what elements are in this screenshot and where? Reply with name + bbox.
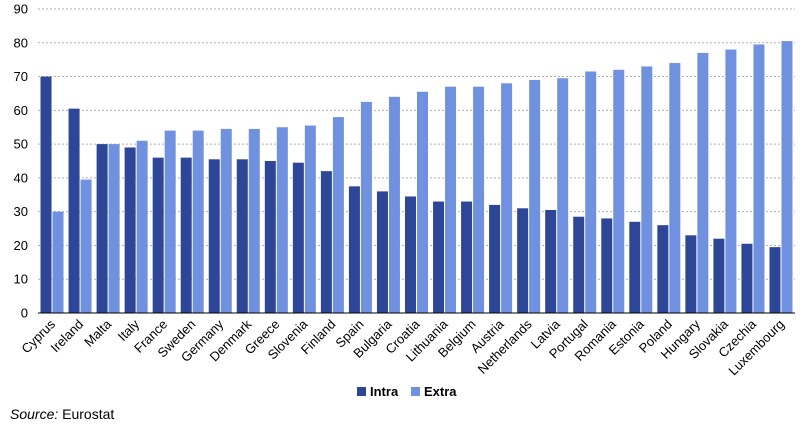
y-axis-tick-labels: 0 10 20 30 40 50 60 70 80 90 bbox=[14, 2, 28, 321]
bar-extra-romania bbox=[613, 69, 625, 313]
y-tick-label: 60 bbox=[14, 103, 28, 118]
bar-intra-malta bbox=[96, 144, 108, 313]
y-tick-label: 10 bbox=[14, 272, 28, 287]
bar-extra-denmark bbox=[248, 128, 260, 313]
bar-extra-ireland bbox=[80, 179, 92, 313]
bar-extra-austria bbox=[501, 83, 513, 313]
y-tick-label: 40 bbox=[14, 170, 28, 185]
bars bbox=[40, 41, 793, 314]
bar-intra-sweden bbox=[180, 157, 192, 313]
bar-extra-netherlands bbox=[529, 79, 541, 313]
bar-extra-hungary bbox=[697, 52, 709, 314]
y-tick-label: 20 bbox=[14, 238, 28, 253]
bar-intra-hungary bbox=[685, 235, 697, 313]
bar-extra-estonia bbox=[641, 66, 653, 313]
bar-extra-malta bbox=[108, 144, 120, 313]
legend-swatch-intra bbox=[357, 387, 366, 396]
bar-extra-bulgaria bbox=[388, 96, 400, 313]
bar-intra-estonia bbox=[629, 221, 641, 313]
bar-intra-romania bbox=[601, 218, 613, 313]
x-tick-label-malta: Malta bbox=[81, 316, 115, 350]
bar-intra-slovakia bbox=[713, 238, 725, 313]
bar-extra-portugal bbox=[585, 71, 597, 313]
bar-intra-germany bbox=[208, 159, 220, 313]
legend: Intra Extra bbox=[357, 384, 457, 399]
source-text: Eurostat bbox=[62, 406, 115, 422]
bar-extra-lithuania bbox=[445, 86, 457, 313]
bar-intra-finland bbox=[320, 171, 332, 313]
bar-intra-belgium bbox=[461, 201, 473, 313]
y-tick-label: 90 bbox=[14, 2, 28, 17]
y-tick-label: 80 bbox=[14, 35, 28, 50]
bar-intra-poland bbox=[657, 225, 669, 313]
bar-extra-latvia bbox=[557, 78, 569, 313]
bar-intra-denmark bbox=[236, 159, 248, 313]
legend-label-extra: Extra bbox=[424, 384, 457, 399]
bar-intra-austria bbox=[489, 204, 501, 313]
bar-extra-czechia bbox=[753, 44, 765, 313]
bar-intra-latvia bbox=[545, 209, 557, 313]
bar-extra-germany bbox=[220, 128, 232, 313]
bar-intra-bulgaria bbox=[376, 191, 388, 313]
source-label: Source: bbox=[10, 406, 59, 422]
bar-extra-italy bbox=[136, 140, 148, 313]
bar-extra-slovakia bbox=[725, 49, 737, 314]
y-tick-label: 70 bbox=[14, 69, 28, 84]
y-tick-label: 0 bbox=[21, 306, 28, 321]
bar-intra-spain bbox=[348, 186, 360, 313]
bar-intra-luxembourg bbox=[769, 247, 781, 313]
y-tick-label: 50 bbox=[14, 137, 28, 152]
bar-intra-france bbox=[152, 157, 164, 313]
bar-intra-italy bbox=[124, 147, 136, 313]
bar-extra-finland bbox=[332, 117, 344, 313]
bar-extra-sweden bbox=[192, 130, 204, 313]
bar-extra-greece bbox=[276, 127, 288, 313]
bar-extra-croatia bbox=[417, 91, 428, 313]
legend-label-intra: Intra bbox=[370, 384, 399, 399]
gridlines bbox=[38, 8, 795, 280]
bar-extra-poland bbox=[669, 63, 681, 313]
bar-intra-portugal bbox=[573, 216, 585, 313]
bar-intra-ireland bbox=[68, 108, 80, 314]
y-tick-label: 30 bbox=[14, 204, 28, 219]
bar-extra-cyprus bbox=[52, 211, 64, 313]
bar-extra-spain bbox=[360, 101, 372, 313]
bar-extra-luxembourg bbox=[781, 41, 793, 313]
bar-intra-croatia bbox=[405, 196, 416, 313]
bar-intra-lithuania bbox=[433, 201, 445, 313]
bar-intra-cyprus bbox=[40, 76, 52, 313]
bar-intra-greece bbox=[264, 161, 276, 313]
bar-extra-france bbox=[164, 130, 176, 313]
bar-intra-czechia bbox=[741, 243, 753, 313]
bar-intra-netherlands bbox=[517, 208, 529, 313]
legend-swatch-extra bbox=[411, 387, 420, 396]
bar-extra-belgium bbox=[473, 86, 485, 313]
bar-intra-slovenia bbox=[292, 162, 304, 313]
source-note: Source: Eurostat bbox=[10, 406, 114, 422]
bar-extra-slovenia bbox=[304, 125, 316, 314]
